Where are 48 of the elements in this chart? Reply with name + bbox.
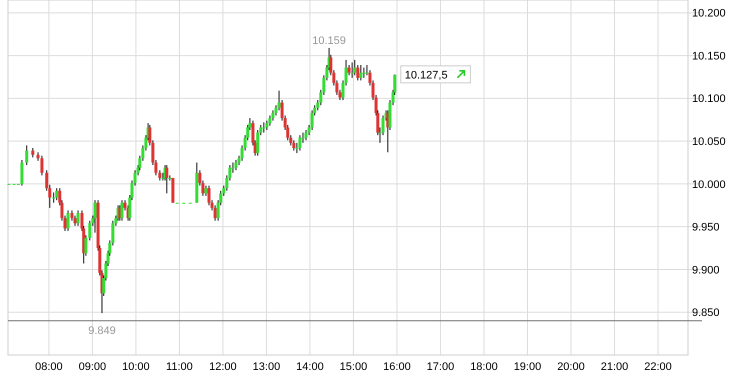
candlestick <box>31 147 34 158</box>
x-tick-label: 20:00 <box>557 361 585 373</box>
annotation: 10.127,5 <box>404 70 448 82</box>
candlestick <box>262 122 266 134</box>
x-tick-label: 12:00 <box>209 361 237 373</box>
candlestick <box>350 62 354 78</box>
candlestick <box>55 188 58 201</box>
x-tick-label: 17:00 <box>426 361 454 373</box>
candlestick <box>359 64 362 81</box>
candlestick <box>20 159 24 186</box>
candlestick <box>268 114 272 126</box>
candlestick <box>365 64 368 76</box>
x-tick-label: 18:00 <box>470 361 498 373</box>
x-tick-label: 14:00 <box>296 361 324 373</box>
y-tick-label: 10.200 <box>692 8 726 20</box>
annotation: 10.159 <box>312 34 346 47</box>
candlestick <box>353 59 356 76</box>
candlestick <box>25 144 28 166</box>
candlestick <box>158 170 162 181</box>
y-tick-label: 10.150 <box>692 50 726 62</box>
y-tick-label: 10.100 <box>692 93 726 106</box>
x-tick-label: 22:00 <box>644 361 672 373</box>
x-tick-label: 10:00 <box>122 361 150 373</box>
x-tick-label: 15:00 <box>340 361 368 373</box>
candlestick <box>165 164 168 194</box>
x-tick-label: 19:00 <box>514 361 542 373</box>
y-tick-label: 10.000 <box>692 178 726 191</box>
candlestick <box>76 210 80 226</box>
candlestick <box>298 134 302 152</box>
candlestick <box>362 67 366 78</box>
candlestick <box>40 155 44 176</box>
annotation: 9.849 <box>88 325 116 338</box>
y-tick-label: 9.900 <box>692 264 720 276</box>
candlestick <box>234 159 238 171</box>
x-tick-label: 08:00 <box>35 361 63 373</box>
y-tick-label: 9.850 <box>692 307 720 320</box>
x-tick-label: 21:00 <box>600 361 628 373</box>
candlestick <box>120 200 124 222</box>
x-tick-label: 13:00 <box>252 361 280 373</box>
candlestick <box>348 64 351 76</box>
candlestick <box>204 185 208 196</box>
candlestick <box>94 200 97 234</box>
y-tick-label: 10.050 <box>692 136 726 148</box>
y-tick-label: 9.950 <box>692 222 720 234</box>
x-tick-label: 16:00 <box>383 361 411 373</box>
candlestick <box>66 210 70 232</box>
x-tick-label: 09:00 <box>78 361 106 373</box>
x-tick-label: 11:00 <box>166 361 193 373</box>
